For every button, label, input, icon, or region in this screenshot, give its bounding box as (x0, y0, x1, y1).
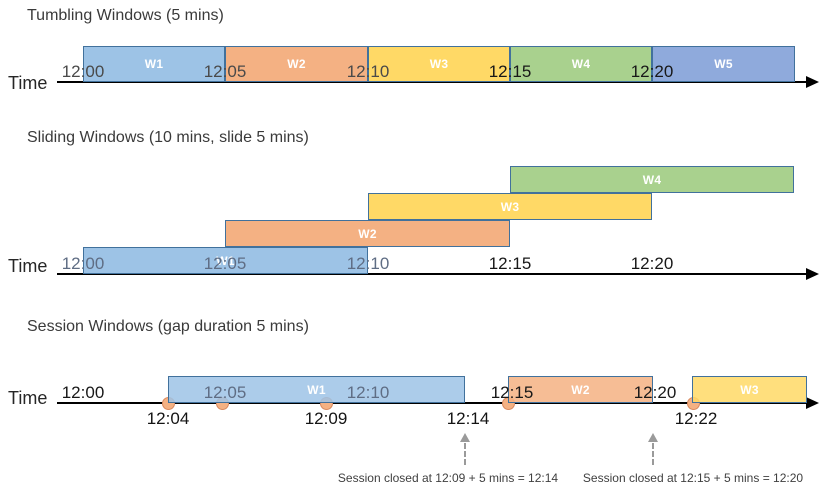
session-time-axis (57, 402, 810, 404)
event-label-1204: 12:04 (146, 409, 190, 428)
sliding-window-w1: W1 (83, 247, 368, 274)
session-axis-arrow-icon (806, 397, 819, 409)
event-label-1214: 12:14 (446, 409, 490, 428)
tumbling-window-w4: W4 (510, 46, 652, 82)
session-tick-1220: 12:20 (633, 383, 677, 402)
session-close-arrowhead-icon (460, 433, 470, 442)
event-label-1222: 12:22 (674, 409, 718, 428)
session-close-arrow-line (652, 443, 654, 465)
session-window-w1: W1 (168, 376, 465, 403)
sliding-axis-arrow-icon (806, 268, 819, 280)
tumbling-window-w3: W3 (368, 46, 510, 82)
tumbling-tick-1205: 12:05 (203, 62, 247, 81)
sliding-time-axis (57, 273, 810, 275)
session-close-arrow-line (464, 443, 466, 465)
session-tick-1215: 12:15 (490, 383, 534, 402)
session-tick-1200: 12:00 (61, 383, 105, 402)
window-label: W2 (358, 226, 377, 241)
tumbling-tick-1220: 12:20 (630, 62, 674, 81)
session-tick-1205: 12:05 (203, 383, 247, 402)
sliding-tick-1210: 12:10 (346, 254, 390, 273)
tumbling-tick-1210: 12:10 (346, 62, 390, 81)
tumbling-time-label: Time (8, 73, 48, 93)
tumbling-window-w5: W5 (652, 46, 795, 82)
window-label: W1 (216, 253, 235, 268)
sliding-tick-1205: 12:05 (203, 254, 247, 273)
window-label: W2 (287, 57, 306, 71)
session-closed-note-1: Session closed at 12:09 + 5 mins = 12:14 (337, 471, 559, 485)
session-closed-note-2: Session closed at 12:15 + 5 mins = 12:20 (582, 471, 804, 485)
sliding-window-w4: W4 (510, 166, 794, 193)
window-label: W1 (307, 382, 326, 397)
event-label-1209: 12:09 (304, 409, 348, 428)
tumbling-title: Tumbling Windows (5 mins) (27, 7, 224, 24)
session-window-w3: W3 (692, 376, 807, 403)
tumbling-window-w1: W1 (83, 46, 225, 82)
sliding-tick-1200: 12:00 (61, 254, 105, 273)
window-label: W2 (571, 382, 590, 397)
window-label: W3 (740, 382, 759, 397)
tumbling-tick-1215: 12:15 (488, 62, 532, 81)
session-tick-1210: 12:10 (346, 383, 390, 402)
sliding-tick-1215: 12:15 (488, 254, 532, 273)
session-time-label: Time (8, 388, 48, 408)
session-window-w2: W2 (508, 376, 653, 403)
window-label: W5 (714, 57, 733, 71)
sliding-window-w2: W2 (225, 220, 510, 247)
window-label: W3 (500, 199, 520, 214)
tumbling-axis-arrow-icon (806, 76, 819, 88)
tumbling-time-axis (57, 81, 810, 83)
tumbling-tick-1200: 12:00 (61, 62, 105, 81)
session-title: Session Windows (gap duration 5 mins) (27, 318, 309, 335)
session-close-arrowhead-icon (648, 433, 658, 442)
window-label: W3 (429, 57, 449, 71)
sliding-tick-1220: 12:20 (630, 254, 674, 273)
window-label: W4 (642, 172, 662, 187)
tumbling-window-w2: W2 (225, 46, 368, 82)
sliding-window-w3: W3 (368, 193, 652, 220)
sliding-time-label: Time (8, 256, 48, 276)
window-label: W4 (571, 57, 591, 71)
window-label: W1 (144, 57, 164, 71)
sliding-title: Sliding Windows (10 mins, slide 5 mins) (27, 129, 309, 146)
